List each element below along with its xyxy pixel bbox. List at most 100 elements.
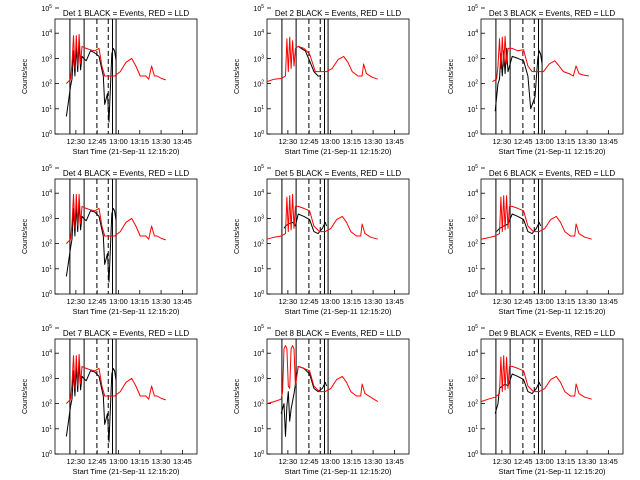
x-tick-label: 12:45 xyxy=(514,457,533,466)
y-tick-label: 101 xyxy=(253,425,264,434)
x-tick-label: 12:30 xyxy=(66,457,85,466)
x-axis-label: Start Time (21-Sep-11 12:15:20) xyxy=(73,307,181,316)
series-lld-line xyxy=(266,36,378,83)
y-axis-label: Counts/sec xyxy=(234,218,241,254)
panel-title: Det 9 BLACK = Events, RED = LLD xyxy=(489,329,616,338)
y-tick-label: 104 xyxy=(253,29,264,38)
plot-frame xyxy=(480,338,624,455)
y-axis-label: Counts/sec xyxy=(22,218,29,254)
y-tick-label: 104 xyxy=(41,189,52,198)
y-tick-label: 104 xyxy=(253,189,264,198)
y-tick-label: 105 xyxy=(41,324,52,333)
y-tick-label: 103 xyxy=(253,374,264,383)
panel-title: Det 6 BLACK = Events, RED = LLD xyxy=(489,169,616,178)
y-tick-label: 105 xyxy=(253,4,264,13)
y-tick-label: 103 xyxy=(467,54,478,63)
x-tick-label: 13:15 xyxy=(130,457,149,466)
panel-title: Det 4 BLACK = Events, RED = LLD xyxy=(63,169,190,178)
x-tick-label: 12:30 xyxy=(278,297,297,306)
y-tick-label: 100 xyxy=(41,450,52,459)
y-tick-label: 100 xyxy=(467,290,478,299)
x-tick-label: 12:45 xyxy=(300,137,319,146)
x-axis-label: Start Time (21-Sep-11 12:15:20) xyxy=(73,147,181,156)
y-tick-label: 101 xyxy=(253,265,264,274)
x-tick-label: 13:00 xyxy=(321,297,340,306)
series-lld-line xyxy=(66,193,166,244)
y-tick-label: 100 xyxy=(467,450,478,459)
y-tick-label: 102 xyxy=(41,400,52,409)
y-tick-label: 102 xyxy=(253,80,264,89)
y-tick-label: 101 xyxy=(41,105,52,114)
panel-det-1: Det 1 BLACK = Events, RED = LLD 100 101 102… xyxy=(22,4,198,156)
y-tick-label: 101 xyxy=(467,425,478,434)
series-lld-line xyxy=(480,195,592,240)
plot-frame xyxy=(266,18,410,135)
y-axis-label: Counts/sec xyxy=(448,58,455,94)
x-tick-label: 13:30 xyxy=(578,137,597,146)
x-tick-label: 13:30 xyxy=(152,457,171,466)
x-tick-label: 13:30 xyxy=(364,457,383,466)
y-tick-label: 104 xyxy=(467,349,478,358)
series-lld-line xyxy=(66,353,166,404)
x-tick-label: 13:15 xyxy=(342,457,361,466)
y-tick-label: 101 xyxy=(467,105,478,114)
panel-title: Det 7 BLACK = Events, RED = LLD xyxy=(63,329,190,338)
x-tick-label: 12:45 xyxy=(300,297,319,306)
y-tick-label: 102 xyxy=(41,80,52,89)
panel-det-2: Det 2 BLACK = Events, RED = LLD 100 101 102… xyxy=(234,4,410,156)
y-tick-label: 105 xyxy=(41,164,52,173)
x-tick-label: 13:00 xyxy=(535,297,554,306)
x-tick-label: 13:15 xyxy=(556,457,575,466)
plot-frame xyxy=(266,178,410,295)
x-tick-label: 13:00 xyxy=(321,457,340,466)
x-axis-label: Start Time (21-Sep-11 12:15:20) xyxy=(73,467,181,476)
x-tick-label: 13:00 xyxy=(535,457,554,466)
plot-frame xyxy=(480,18,624,135)
y-tick-label: 105 xyxy=(253,324,264,333)
x-tick-label: 12:30 xyxy=(492,137,511,146)
y-tick-label: 102 xyxy=(253,240,264,249)
x-tick-label: 13:45 xyxy=(599,297,618,306)
x-tick-label: 13:00 xyxy=(535,137,554,146)
plot-frame xyxy=(54,18,198,135)
x-tick-label: 12:45 xyxy=(88,457,107,466)
y-tick-label: 103 xyxy=(467,214,478,223)
panel-title: Det 5 BLACK = Events, RED = LLD xyxy=(275,169,402,178)
y-axis-label: Counts/sec xyxy=(234,378,241,414)
x-tick-label: 13:45 xyxy=(385,457,404,466)
panel-title: Det 2 BLACK = Events, RED = LLD xyxy=(275,9,402,18)
y-tick-label: 100 xyxy=(253,450,264,459)
x-tick-label: 13:15 xyxy=(342,137,361,146)
x-tick-label: 13:15 xyxy=(556,297,575,306)
y-tick-label: 104 xyxy=(253,349,264,358)
panel-det-5: Det 5 BLACK = Events, RED = LLD 100 101 102… xyxy=(234,164,410,316)
panel-det-7: Det 7 BLACK = Events, RED = LLD 100 101 102… xyxy=(22,324,198,476)
x-tick-label: 12:30 xyxy=(66,137,85,146)
y-tick-label: 102 xyxy=(467,80,478,89)
y-tick-label: 101 xyxy=(41,265,52,274)
y-tick-label: 105 xyxy=(253,164,264,173)
panel-title: Det 3 BLACK = Events, RED = LLD xyxy=(489,9,616,18)
panel-title: Det 8 BLACK = Events, RED = LLD xyxy=(275,329,402,338)
x-tick-label: 12:30 xyxy=(278,457,297,466)
x-axis-label: Start Time (21-Sep-11 12:15:20) xyxy=(285,467,393,476)
y-tick-label: 105 xyxy=(467,164,478,173)
x-tick-label: 13:45 xyxy=(385,297,404,306)
x-tick-label: 13:00 xyxy=(109,297,128,306)
x-tick-label: 13:30 xyxy=(152,297,171,306)
y-tick-label: 103 xyxy=(41,214,52,223)
x-tick-label: 13:45 xyxy=(173,457,192,466)
x-tick-label: 13:45 xyxy=(173,137,192,146)
y-tick-label: 102 xyxy=(253,400,264,409)
x-tick-label: 13:00 xyxy=(321,137,340,146)
x-tick-label: 13:45 xyxy=(599,457,618,466)
x-tick-label: 12:45 xyxy=(88,297,107,306)
series-lld-line xyxy=(66,33,166,84)
y-axis-label: Counts/sec xyxy=(22,58,29,94)
x-axis-label: Start Time (21-Sep-11 12:15:20) xyxy=(285,307,393,316)
panel-title: Det 1 BLACK = Events, RED = LLD xyxy=(63,9,190,18)
series-lld-line xyxy=(492,35,589,83)
x-tick-label: 13:45 xyxy=(385,137,404,146)
series-lld-line xyxy=(480,355,592,403)
